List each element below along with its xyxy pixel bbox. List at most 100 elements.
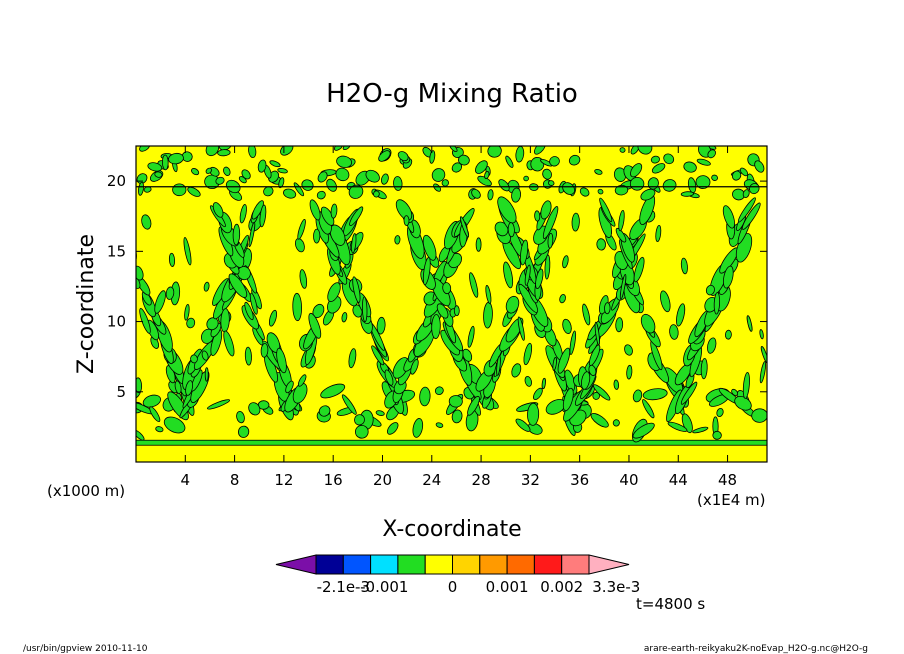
anomaly-contour xyxy=(244,301,254,321)
anomaly-contour xyxy=(562,318,572,334)
x-tick-label: 32 xyxy=(521,471,540,489)
anomaly-contour xyxy=(650,155,660,164)
anomaly-contour xyxy=(114,210,129,236)
anomaly-contour xyxy=(640,313,656,334)
colorbar-swatch xyxy=(561,554,590,575)
anomaly-contour xyxy=(716,407,724,418)
anomaly-contour xyxy=(142,394,162,408)
anomaly-contour xyxy=(471,188,481,199)
anomaly-contour xyxy=(104,212,121,245)
anomaly-contour xyxy=(239,204,247,224)
anomaly-contour xyxy=(336,155,353,168)
anomaly-contour xyxy=(436,303,449,319)
y-tick-label: 5 xyxy=(116,383,126,401)
anomaly-contour xyxy=(759,329,764,340)
anomaly-contour xyxy=(596,238,607,251)
anomaly-contour xyxy=(722,265,734,289)
anomaly-contour xyxy=(614,184,629,196)
colorbar-over-triangle xyxy=(588,554,630,575)
x-tick-label: 48 xyxy=(718,471,737,489)
anomaly-contour xyxy=(410,358,419,375)
x-tick-label: 4 xyxy=(181,471,191,489)
colorbar-swatch xyxy=(533,554,563,575)
anomaly-contour xyxy=(619,273,627,300)
anomaly-contour xyxy=(498,179,510,192)
x-tick-label: 36 xyxy=(570,471,589,489)
anomaly-contour xyxy=(534,210,541,222)
anomaly-contour xyxy=(186,317,196,329)
colorbar-swatch xyxy=(370,554,399,575)
anomaly-contour xyxy=(660,290,671,313)
anomaly-contour xyxy=(517,316,525,341)
anomaly-contour xyxy=(751,408,767,423)
anomaly-contour xyxy=(505,155,514,168)
anomaly-contour xyxy=(594,321,600,346)
anomaly-contour xyxy=(667,421,688,432)
anomaly-contour xyxy=(754,160,765,173)
anomaly-contour xyxy=(431,168,446,182)
anomaly-contour xyxy=(241,169,251,180)
anomaly-contour xyxy=(341,312,348,323)
chart-title: H2O-g Mixing Ratio xyxy=(326,79,578,109)
anomaly-contour xyxy=(154,290,166,314)
anomaly-contour xyxy=(278,177,285,189)
anomaly-contour xyxy=(309,199,321,221)
anomaly-contour xyxy=(375,410,385,416)
anomaly-contour xyxy=(615,227,627,243)
x-tick-label: 44 xyxy=(669,471,688,489)
anomaly-contour xyxy=(542,206,559,239)
anomaly-contour xyxy=(333,146,344,151)
anomaly-contour xyxy=(165,286,175,300)
anomaly-contour xyxy=(381,173,389,185)
anomaly-contour xyxy=(713,292,721,315)
colorbar-label: 3.3e-3 xyxy=(592,578,640,596)
anomaly-contour xyxy=(462,348,473,362)
anomaly-contour xyxy=(692,426,709,434)
anomaly-contour xyxy=(742,189,750,198)
anomaly-contour xyxy=(700,358,708,380)
anomaly-contour xyxy=(626,364,633,380)
anomaly-contour xyxy=(257,159,267,173)
anomaly-contour xyxy=(384,369,394,386)
anomaly-contour xyxy=(571,212,580,232)
anomaly-contour xyxy=(624,344,633,356)
anomaly-contour xyxy=(183,237,192,266)
y-axis-label: Z-coordinate xyxy=(74,234,99,374)
anomaly-contour xyxy=(568,154,581,166)
anomaly-contour xyxy=(642,399,655,419)
anomaly-contour xyxy=(308,312,322,339)
anomaly-contour xyxy=(630,163,643,178)
anomaly-contour xyxy=(423,291,437,306)
anomaly-contour xyxy=(237,425,250,438)
anomaly-contour xyxy=(297,374,307,387)
anomaly-contour xyxy=(515,418,531,432)
anomaly-contour xyxy=(442,282,452,295)
anomaly-contour xyxy=(422,234,437,261)
x-tick-label: 20 xyxy=(373,471,392,489)
anomaly-contour xyxy=(429,150,436,164)
anomaly-contour xyxy=(533,387,543,400)
y-tick-label: 15 xyxy=(107,242,126,260)
anomaly-contour xyxy=(597,188,604,195)
anomaly-contour xyxy=(707,337,717,354)
anomaly-contour xyxy=(249,292,258,315)
anomaly-contour xyxy=(378,150,391,162)
anomaly-contour xyxy=(604,302,611,315)
anomaly-contour xyxy=(248,146,257,159)
anomaly-contour xyxy=(593,384,611,401)
anomaly-contour xyxy=(297,218,306,240)
colorbar-labels: -2.1e-3-0.001 0 0.001 0.002 3.3e-3 xyxy=(317,578,641,596)
anomaly-contour xyxy=(244,346,252,366)
anomaly-contour xyxy=(285,380,294,394)
anomaly-contour xyxy=(327,282,341,302)
anomaly-contour xyxy=(376,316,386,335)
anomaly-contour xyxy=(203,281,210,292)
anomaly-contour xyxy=(276,347,287,374)
y-axis-ticks: 5 10 15 20 xyxy=(107,172,767,401)
anomaly-contour xyxy=(487,189,494,201)
anomaly-contour xyxy=(172,183,187,197)
anomaly-contour xyxy=(187,186,201,197)
anomaly-contour xyxy=(535,268,544,289)
anomaly-contour xyxy=(236,410,245,424)
anomaly-contour xyxy=(680,191,694,197)
